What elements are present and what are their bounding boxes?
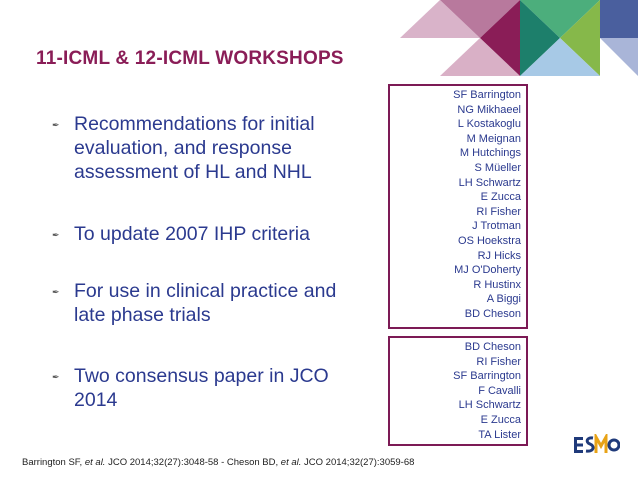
author-box-cheson: BD Cheson RI Fisher SF Barrington F Cava… [388, 336, 528, 446]
author-name: J Trotman [472, 220, 521, 233]
reference-text: Barrington SF, [22, 457, 85, 468]
author-name: E Zucca [480, 191, 521, 204]
bullet-item: ✒ To update 2007 IHP criteria [52, 222, 310, 246]
bullet-marker-icon: ✒ [52, 287, 60, 297]
bullet-item: ✒ For use in clinical practice and late … [52, 279, 372, 327]
author-name: MJ O'Doherty [454, 264, 521, 277]
author-name: M Hutchings [459, 147, 521, 160]
bullet-text: To update 2007 IHP criteria [74, 223, 310, 245]
bullet-marker-icon: ✒ [52, 120, 60, 130]
reference-text: JCO 2014;32(27):3048-58 - Cheson BD, [105, 457, 281, 468]
author-name: BD Cheson [464, 307, 521, 320]
author-name: L Kostakoglu [457, 118, 521, 131]
author-name: SF Barrington [453, 370, 521, 383]
author-name: RI Fisher [476, 355, 521, 368]
author-name: RJ Hicks [477, 249, 521, 262]
bullet-text: Two consensus paper in JCO 2014 [74, 365, 329, 411]
reference-citation: Barrington SF, et al. JCO 2014;32(27):30… [22, 457, 414, 468]
author-name: R Hustinx [473, 278, 521, 291]
author-name: NG Mikhaeel [457, 103, 521, 116]
author-name: M Meignan [466, 132, 521, 145]
reference-etal: et al. [280, 457, 302, 468]
bullet-text: Recommendations for initial evaluation, … [74, 113, 315, 183]
author-name: F Cavalli [478, 384, 521, 397]
author-name: LH Schwartz [458, 176, 521, 189]
bullet-marker-icon: ✒ [52, 372, 60, 382]
bullet-item: ✒ Recommendations for initial evaluation… [52, 112, 372, 184]
author-name: LH Schwartz [458, 399, 521, 412]
author-name: A Biggi [486, 293, 521, 306]
reference-etal: et al. [84, 457, 106, 468]
author-name: TA Lister [478, 428, 521, 441]
author-name: RI Fisher [476, 205, 521, 218]
reference-text: JCO 2014;32(27):3059-68 [301, 457, 415, 468]
esmo-logo [574, 434, 620, 453]
bullet-item: ✒ Two consensus paper in JCO 2014 [52, 364, 372, 412]
author-name: OS Hoekstra [458, 234, 521, 247]
author-name: S Müeller [474, 161, 521, 174]
decorative-triangles [400, 0, 638, 76]
slide-title: 11-ICML & 12-ICML WORKSHOPS [36, 48, 344, 69]
author-name: SF Barrington [453, 89, 521, 101]
author-name: BD Cheson [464, 341, 521, 353]
bullet-text: For use in clinical practice and late ph… [74, 280, 337, 326]
bullet-marker-icon: ✒ [52, 230, 60, 240]
author-box-lugano: SF Barrington NG Mikhaeel L Kostakoglu M… [388, 84, 528, 329]
author-name: E Zucca [480, 413, 521, 426]
